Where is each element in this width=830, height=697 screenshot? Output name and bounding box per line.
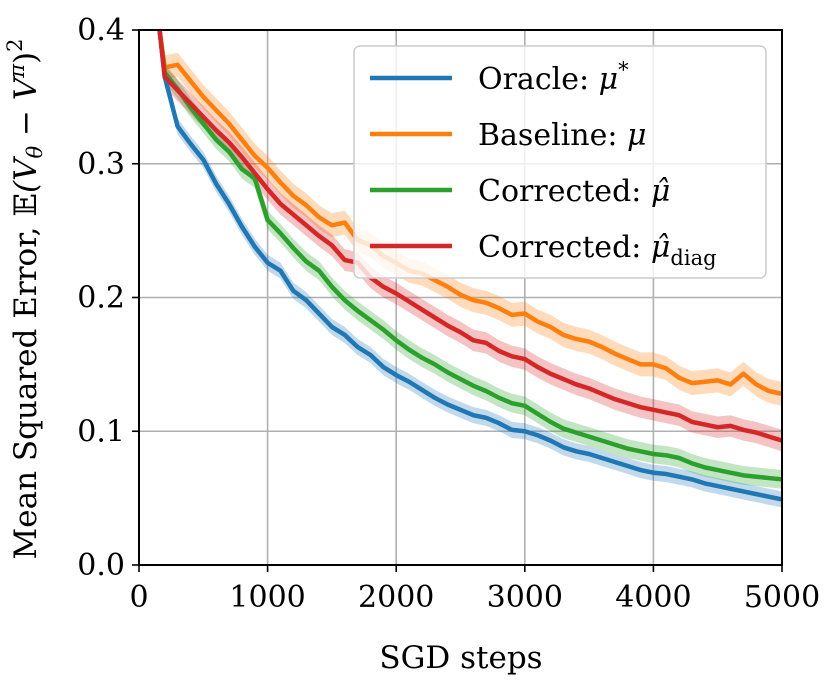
series-line-1 — [157, 30, 782, 397]
x-tick-label-3: 3000 — [487, 580, 563, 615]
x-tick-label-2: 2000 — [358, 580, 434, 615]
y-tick-label-3: 0.3 — [77, 147, 125, 182]
legend: Oracle: μ* Baseline: μ Corrected: μ̂ Correc… — [353, 45, 767, 279]
y-tick-label-0: 0.0 — [77, 548, 125, 583]
x-axis-label: SGD steps — [379, 640, 542, 676]
y-tick-label-4: 0.4 — [77, 13, 125, 48]
y-axis-label-sup: π — [5, 63, 29, 79]
y-axis-label-close: ) — [8, 52, 44, 64]
legend-label-0: Oracle: μ* — [478, 58, 629, 97]
legend-label-3: Corrected: μ̂diag — [478, 230, 717, 270]
series-lines — [157, 30, 782, 502]
y-axis-label-square: 2 — [3, 39, 27, 52]
x-tick-label-1: 1000 — [229, 580, 305, 615]
legend-label-2: Corrected: μ̂ — [478, 174, 670, 209]
y-axis-label-open: (V — [8, 155, 44, 193]
legend-box — [353, 45, 767, 279]
x-tick-label-5: 5000 — [744, 580, 820, 615]
x-tick-label-4: 4000 — [615, 580, 691, 615]
series-line-2 — [157, 30, 782, 482]
y-axis-label: Mean Squared Error, 𝔼(Vθ − Vπ)2 — [3, 39, 47, 560]
y-axis-label-sub: θ — [23, 146, 47, 159]
y-tick-label-1: 0.1 — [77, 414, 125, 449]
x-ticks: 0 1000 2000 3000 4000 5000 — [129, 565, 820, 615]
y-axis-label-e: 𝔼 — [8, 193, 44, 217]
legend-label-1: Baseline: μ — [478, 118, 647, 153]
y-ticks: 0.0 0.1 0.2 0.3 0.4 — [77, 13, 139, 583]
x-tick-label-0: 0 — [129, 580, 148, 615]
y-axis-label-prefix: Mean Squared Error, — [8, 227, 44, 560]
series-line-3 — [157, 30, 782, 443]
y-tick-label-2: 0.2 — [77, 281, 125, 316]
series-line-0 — [157, 30, 782, 502]
y-axis-label-minus: − V — [8, 74, 44, 146]
